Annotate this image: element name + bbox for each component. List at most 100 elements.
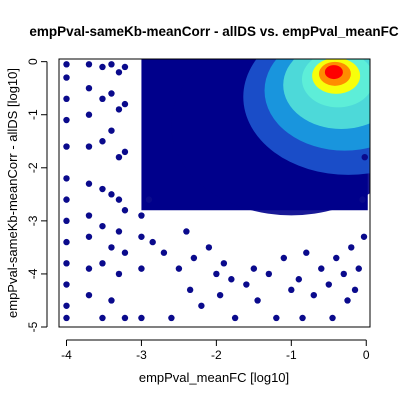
data-point — [325, 281, 332, 288]
x-tick-label: 0 — [363, 348, 370, 362]
data-point — [115, 228, 123, 235]
data-point — [213, 270, 220, 278]
data-point — [99, 63, 106, 71]
data-point — [254, 297, 261, 304]
y-tick-label: -1 — [26, 109, 40, 120]
data-point — [220, 260, 228, 267]
data-point — [99, 314, 106, 322]
data-point — [303, 249, 310, 256]
data-point — [85, 180, 93, 187]
data-point — [121, 63, 129, 71]
data-point — [108, 61, 115, 68]
data-point — [63, 196, 70, 203]
data-point — [295, 276, 303, 283]
chart-title: empPval-sameKb-meanCorr - allDS vs. empP… — [29, 24, 398, 39]
data-point — [310, 291, 317, 299]
data-point — [243, 281, 250, 288]
data-point — [280, 254, 288, 262]
y-tick-label: -3 — [26, 215, 40, 226]
y-axis: -5 -4 -3 -2 -1 0 — [26, 58, 48, 332]
y-tick-label: 0 — [26, 58, 40, 65]
data-point — [99, 185, 106, 193]
data-point — [329, 314, 336, 322]
data-point — [115, 196, 123, 203]
data-point — [228, 276, 235, 283]
data-point — [138, 233, 145, 240]
data-point — [85, 291, 93, 299]
data-point — [121, 249, 129, 256]
data-point — [63, 302, 70, 309]
data-point — [121, 100, 129, 108]
data-point — [231, 314, 239, 322]
data-point — [85, 111, 93, 118]
data-point — [85, 233, 93, 240]
data-point — [138, 212, 145, 219]
data-point — [216, 291, 224, 299]
data-point — [318, 265, 325, 272]
data-point — [115, 106, 123, 113]
data-point — [63, 61, 70, 68]
data-point — [355, 265, 362, 272]
data-point — [168, 314, 175, 322]
data-point — [115, 270, 123, 278]
data-point — [108, 244, 115, 251]
data-point — [160, 249, 168, 256]
data-point — [63, 281, 70, 288]
data-point — [360, 233, 368, 240]
data-point — [299, 314, 306, 322]
data-point — [85, 61, 93, 68]
data-point — [265, 270, 273, 278]
data-point — [63, 143, 70, 150]
data-point — [121, 207, 129, 214]
data-point — [63, 238, 70, 246]
data-point — [85, 84, 93, 92]
y-axis-label: empPval-sameKb-meanCorr - allDS [log10] — [5, 68, 20, 318]
data-point — [121, 148, 129, 156]
data-point — [85, 265, 93, 272]
data-point — [63, 116, 70, 124]
data-point — [115, 69, 123, 76]
x-tick-label: -1 — [286, 348, 297, 362]
data-point — [186, 286, 194, 294]
plot-area — [63, 59, 370, 322]
data-point — [108, 127, 115, 134]
x-axis: -4 -3 -2 -1 0 — [61, 339, 370, 362]
y-tick-label: -4 — [26, 268, 40, 279]
data-point — [63, 314, 70, 322]
density-contour — [324, 65, 343, 80]
data-point — [359, 196, 366, 203]
data-point — [63, 260, 70, 267]
data-point — [63, 175, 70, 182]
data-point — [63, 74, 70, 81]
data-point — [333, 254, 340, 262]
data-point — [108, 90, 115, 97]
data-point — [85, 143, 93, 150]
x-tick-label: -4 — [61, 348, 72, 362]
x-axis-label: empPval_meanFC [log10] — [139, 370, 289, 385]
data-point — [190, 254, 198, 262]
data-point — [99, 95, 106, 103]
data-point — [351, 286, 359, 294]
data-point — [348, 244, 355, 251]
data-point — [138, 314, 145, 322]
data-point — [273, 314, 280, 322]
data-point — [288, 286, 295, 294]
data-point — [340, 270, 347, 278]
data-point — [99, 222, 106, 230]
data-point — [99, 138, 106, 145]
x-tick-label: -2 — [211, 348, 222, 362]
data-point — [115, 153, 123, 161]
data-point — [108, 191, 115, 198]
data-point — [63, 217, 70, 225]
data-point — [145, 196, 153, 203]
data-point — [361, 153, 368, 161]
data-point — [99, 260, 106, 267]
data-point — [63, 95, 70, 103]
plot-frame — [58, 58, 371, 328]
data-point — [183, 228, 190, 235]
data-point — [138, 265, 145, 272]
data-point — [198, 302, 205, 309]
data-point — [344, 297, 351, 304]
y-tick-label: -2 — [26, 162, 40, 173]
